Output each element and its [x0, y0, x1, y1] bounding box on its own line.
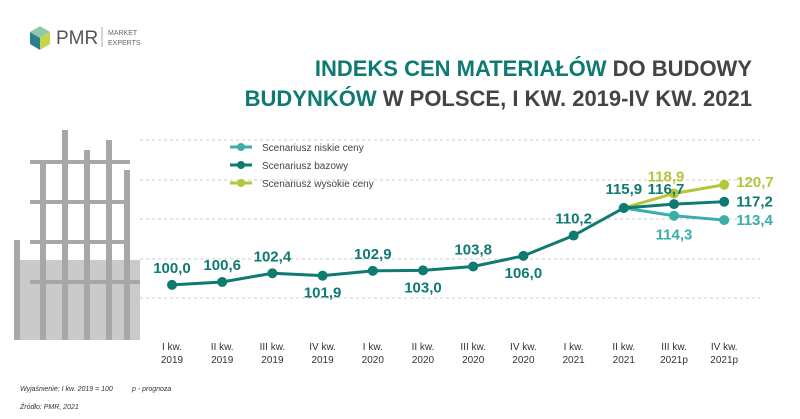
data-label: 106,0	[505, 265, 543, 282]
x-tick-line: I kw.	[564, 342, 584, 353]
x-tick-line: 2020	[462, 355, 485, 366]
data-point	[518, 250, 529, 261]
x-tick-label: IV kw. 2020	[510, 342, 537, 366]
data-label: 102,4	[254, 248, 292, 265]
x-tick-line: III kw.	[661, 342, 687, 353]
data-point	[719, 179, 730, 190]
x-tick-label: IV kw. 2021p	[710, 342, 738, 366]
data-label: 100,0	[153, 260, 191, 277]
data-label: 103,8	[454, 241, 492, 258]
title-part: BUDYNKÓW	[245, 86, 377, 111]
data-point	[568, 230, 579, 241]
x-tick-line: 2021p	[660, 355, 688, 366]
data-label: 103,0	[404, 279, 442, 296]
data-label: 102,9	[354, 246, 392, 263]
data-point	[618, 202, 629, 213]
building-decor	[14, 130, 140, 340]
x-tick-line: 2019	[211, 355, 234, 366]
x-tick-line: 2019	[161, 355, 184, 366]
chart-title: BUDYNKÓW W POLSCE, I KW. 2019-IV KW. 202…	[245, 86, 752, 111]
x-tick-line: 2020	[512, 355, 535, 366]
data-point	[719, 196, 730, 207]
x-tick-line: I kw.	[363, 342, 383, 353]
chart-title: INDEKS CEN MATERIAŁÓW DO BUDOWY	[315, 56, 752, 81]
x-tick-line: II kw.	[612, 342, 635, 353]
legend-label: Scenariusz wysokie ceny	[262, 179, 374, 190]
logo: PMR MARKET EXPERTS	[30, 26, 141, 50]
x-tick-label: II kw. 2019	[211, 342, 234, 366]
data-point	[418, 265, 428, 276]
x-tick-label: II kw. 2020	[412, 342, 435, 366]
x-tick-line: II kw.	[211, 342, 234, 353]
x-tick-line: 2019	[311, 355, 334, 366]
logo-tagline: MARKET	[108, 30, 138, 37]
x-tick-line: III kw.	[260, 342, 286, 353]
series-line	[171, 200, 725, 287]
data-point	[367, 265, 378, 276]
x-tick-line: 2021	[562, 355, 585, 366]
legend-label: Scenariusz niskie ceny	[262, 143, 364, 154]
data-point	[719, 215, 730, 226]
x-tick-label: I kw. 2021	[562, 342, 585, 366]
logo-tagline: EXPERTS	[108, 40, 141, 47]
x-tick-line: 2021	[613, 355, 636, 366]
title-part: INDEKS CEN MATERIAŁÓW	[315, 56, 607, 81]
data-label: 120,7	[736, 174, 774, 191]
x-tick-label: III kw. 2020	[460, 342, 486, 366]
x-tick-line: IV kw.	[711, 342, 738, 353]
data-point	[669, 199, 679, 210]
data-point	[468, 261, 479, 272]
note: p - prognoza	[131, 386, 171, 393]
legend-swatch	[237, 179, 245, 187]
x-tick-line: II kw.	[412, 342, 435, 353]
data-point	[267, 268, 278, 279]
x-tick-line: 2021p	[710, 355, 738, 366]
data-label: 110,2	[555, 211, 592, 228]
data-label: 116,7	[648, 181, 685, 198]
legend-swatch	[237, 161, 245, 169]
x-tick-line: 2019	[261, 355, 284, 366]
data-label: 101,9	[304, 285, 342, 302]
data-point	[217, 276, 228, 287]
x-tick-label: I kw. 2020	[362, 342, 385, 366]
x-tick-line: IV kw.	[510, 342, 537, 353]
x-tick-line: 2020	[362, 355, 385, 366]
data-label: 100,6	[203, 257, 241, 274]
x-tick-label: III kw. 2021p	[660, 342, 688, 366]
title-part: DO BUDOWY	[613, 56, 753, 81]
data-label: 117,2	[736, 194, 773, 211]
data-label: 118,9	[648, 168, 685, 185]
logo-name: PMR	[56, 28, 98, 49]
x-tick-line: IV kw.	[309, 342, 336, 353]
x-tick-label: IV kw. 2019	[309, 342, 336, 366]
x-tick-label: III kw. 2019	[260, 342, 286, 366]
data-label: 113,4	[736, 212, 773, 229]
x-tick-line: I kw.	[162, 342, 182, 353]
data-label: 115,9	[605, 181, 642, 198]
data-point	[317, 270, 328, 281]
legend-swatch	[237, 143, 245, 151]
data-label: 114,3	[656, 227, 693, 244]
x-tick-line: 2020	[412, 355, 435, 366]
note: Wyjaśnienie: I kw. 2019 = 100	[20, 386, 113, 393]
data-point	[669, 188, 679, 199]
data-point	[669, 210, 679, 221]
x-tick-label: II kw. 2021	[612, 342, 635, 366]
title-part: W POLSCE, I KW. 2019-IV KW. 2021	[383, 86, 752, 111]
x-tick-line: III kw.	[460, 342, 486, 353]
legend-label: Scenariusz bazowy	[262, 161, 348, 172]
x-tick-label: I kw. 2019	[161, 342, 184, 366]
note: Źródło: PMR, 2021	[19, 402, 79, 411]
data-point	[167, 279, 177, 290]
